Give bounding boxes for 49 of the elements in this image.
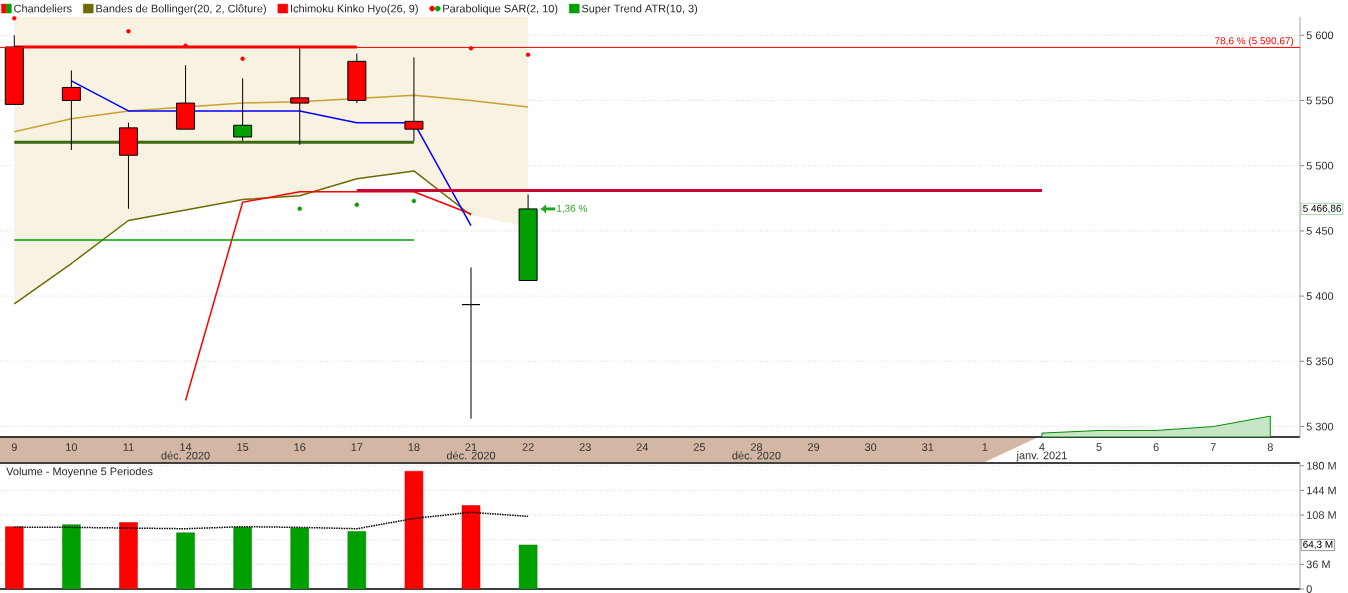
x-tick-label: 7	[1210, 443, 1216, 451]
x-tick-label: 21	[465, 443, 477, 451]
y-tick-label: 5 600	[1306, 31, 1334, 40]
x-tick-label: 31	[922, 443, 934, 451]
y-tick-label: 36 M	[1306, 560, 1330, 569]
x-tick-label: 9	[11, 443, 17, 451]
text: déc. 2020	[161, 451, 210, 460]
x-tick-label: 6	[1153, 443, 1159, 451]
x-tick-label: 29	[808, 443, 820, 451]
x-tick-label: 1	[982, 443, 988, 451]
y-tick-label: 5 300	[1306, 422, 1334, 431]
x-tick-label: 17	[351, 443, 363, 451]
y-tick-label: 5 400	[1306, 292, 1334, 301]
x-tick-label: 25	[693, 443, 706, 451]
y-tick-label: 180 M	[1307, 461, 1336, 470]
y-tick-label: 144 M	[1307, 486, 1336, 495]
legend-label: Chandeliers	[14, 4, 72, 13]
text: déc. 2020	[732, 451, 781, 460]
x-tick-label: 18	[408, 443, 420, 451]
x-tick-label: 22	[522, 443, 534, 451]
x-tick-label: 30	[864, 443, 877, 451]
text: 5 466,86	[1303, 204, 1342, 214]
legend-label: Bandes de Bollinger(20, 2, Clôture)	[96, 4, 266, 15]
annotation: 1,36 %	[557, 204, 587, 214]
x-tick-label: 15	[237, 443, 249, 451]
x-tick-label: 4	[1039, 443, 1045, 451]
chart-title: Volume - Moyenne 5 Periodes	[6, 467, 153, 478]
x-tick-label: 10	[66, 443, 78, 451]
x-tick-label: 8	[1267, 443, 1273, 451]
y-tick-label: 108 M	[1307, 511, 1336, 519]
y-tick-label: 0	[1306, 585, 1312, 593]
ref-line-label: 78,6 % (5 590,67)	[1215, 36, 1294, 47]
x-tick-label: 23	[579, 443, 591, 451]
x-tick-label: 24	[636, 443, 649, 451]
y-tick-label: 5 550	[1306, 96, 1334, 105]
y-tick-label: 5 450	[1306, 227, 1334, 235]
y-tick-label: 5 500	[1306, 161, 1334, 170]
legend-label: Ichimoku Kinko Hyo(26, 9)	[291, 4, 418, 15]
x-tick-label: 16	[294, 443, 306, 451]
text: janv. 2021	[1016, 451, 1067, 462]
legend-label: Parabolique SAR(2, 10)	[443, 4, 558, 15]
x-tick-label: 14	[180, 443, 192, 451]
x-tick-label: 5	[1096, 443, 1102, 451]
annotation: 64,3 M	[1303, 540, 1333, 550]
legend-label: Super Trend ATR(10, 3)	[581, 4, 698, 15]
y-tick-label: 5 350	[1306, 357, 1334, 366]
text: déc. 2020	[446, 451, 496, 460]
x-tick-label: 11	[123, 443, 134, 451]
x-tick-label: 28	[750, 443, 763, 451]
